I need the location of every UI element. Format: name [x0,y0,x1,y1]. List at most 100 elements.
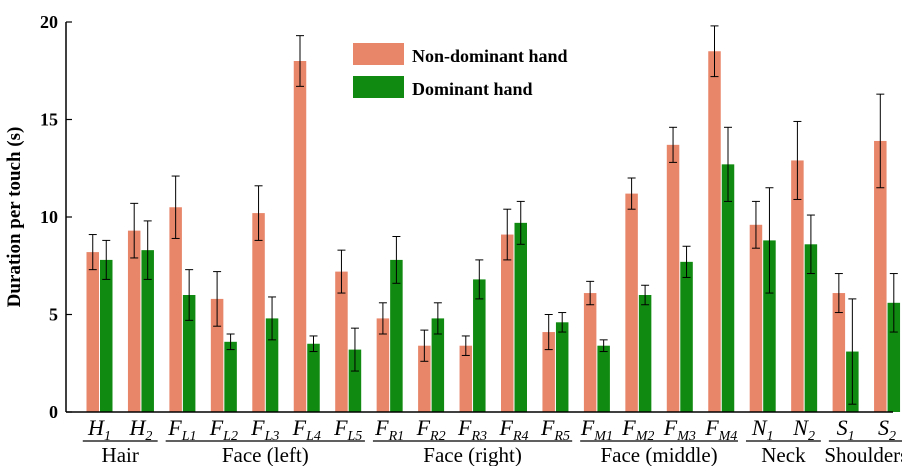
bar-dominant-2 [182,295,196,412]
category-label-16: N1 [751,415,774,444]
bar-non-dominant-15 [708,51,721,412]
bar-non-dominant-18 [832,293,846,412]
category-label-19: S2 [878,415,896,444]
y-axis-label: Duration per touch (s) [4,127,25,308]
error-bar-non-dominant-10 [503,208,512,261]
group-labels: Hair Face (left) Face (right) Face (middle)… [82,440,902,467]
bar-dominant-0 [100,259,113,412]
category-label-4: FL3 [250,415,279,444]
bar-non-dominant-3 [210,298,224,412]
error-bar-non-dominant-1 [130,202,139,259]
bar-dominant-12 [597,345,610,412]
bar-non-dominant-19 [874,140,887,412]
bar-non-dominant-1 [127,230,141,412]
category-label-3: FL2 [209,415,238,444]
category-label-15: FM4 [704,415,737,444]
group-label-3: Face (middle) [600,443,717,466]
error-bar-non-dominant-5 [296,35,304,87]
y-ticks: 0 5 10 15 20 [40,12,72,422]
error-bar-dominant-16 [765,187,774,294]
y-tick-label: 10 [40,207,58,227]
error-bar-non-dominant-11 [544,314,553,351]
bar-dominant-3 [224,341,237,412]
error-bar-non-dominant-4 [254,185,263,241]
error-bar-dominant-0 [102,239,111,280]
category-label-12: FM1 [580,415,613,444]
error-bar-dominant-1 [143,220,152,280]
error-bar-non-dominant-18 [834,273,843,314]
y-tick-label: 15 [40,110,58,130]
error-bar-dominant-19 [889,273,898,333]
bar-dominant-7 [390,259,403,412]
y-tick-label: 20 [40,12,58,32]
bar-non-dominant-6 [335,271,348,412]
legend-swatch-non-dominant [353,43,404,65]
bar-dominant-8 [431,318,445,412]
error-bar-dominant-10 [516,200,525,245]
bar-non-dominant-0 [86,252,99,412]
error-bar-dominant-17 [806,214,815,275]
error-bar-dominant-13 [641,284,650,306]
category-label-0: H1 [87,415,111,444]
bar-dominant-11 [555,322,569,412]
group-label-5: Shoulders [824,443,902,466]
bar-non-dominant-12 [583,293,597,412]
legend-swatch-dominant [353,76,404,98]
legend-label-non-dominant: Non-dominant hand [412,46,568,66]
error-bar-non-dominant-3 [213,271,222,327]
group-label-0: Hair [102,443,139,466]
bars-layer [86,51,901,412]
group-label-1: Face (left) [222,443,309,466]
error-bar-dominant-7 [392,236,401,284]
category-label-10: FR4 [498,415,528,444]
category-label-7: FR1 [374,415,404,444]
category-label-2: FL1 [167,415,196,444]
category-label-18: S1 [837,415,855,444]
error-bar-dominant-2 [185,269,194,321]
bar-dominant-14 [680,261,693,412]
y-tick-label: 5 [49,305,58,325]
bar-dominant-16 [763,240,776,412]
group-label-4: Neck [761,443,806,466]
category-label-11: FR5 [540,415,570,444]
bar-dominant-4 [265,318,279,412]
error-bar-dominant-6 [350,327,359,372]
category-label-17: N2 [792,415,815,444]
bar-dominant-1 [141,250,154,412]
legend-label-dominant: Dominant hand [412,79,533,99]
error-bar-dominant-15 [724,126,732,202]
error-bar-non-dominant-14 [669,126,678,163]
error-bar-non-dominant-12 [586,280,595,306]
bar-non-dominant-4 [252,213,265,412]
error-bar-dominant-14 [682,245,691,278]
error-bar-non-dominant-9 [461,335,470,356]
bar-non-dominant-10 [501,234,514,412]
bar-non-dominant-13 [625,193,638,412]
bar-dominant-17 [804,244,818,412]
group-label-2: Face (right) [423,443,522,466]
bar-non-dominant-9 [459,345,473,412]
bar-non-dominant-7 [376,318,390,412]
category-label-14: FM3 [663,415,696,444]
error-bar-dominant-18 [848,298,857,405]
category-label-1: H2 [129,415,153,444]
bar-non-dominant-8 [418,345,431,412]
error-bar-non-dominant-2 [171,175,180,239]
y-tick-label: 0 [49,402,58,422]
error-bar-non-dominant-19 [876,93,885,189]
error-bar-non-dominant-15 [710,25,719,78]
bar-non-dominant-2 [169,207,182,412]
bar-non-dominant-16 [749,224,763,412]
bar-dominant-13 [638,295,652,412]
error-bar-dominant-11 [558,312,567,333]
error-bar-dominant-3 [226,333,235,351]
bar-dominant-15 [721,164,735,412]
bar-non-dominant-5 [293,61,307,412]
category-labels: H1 H2 FL1 FL2 FL3 FL4 FL5 FR1 FR2 FR3 FR4 FR5 FM1 FM2… [87,415,896,444]
bar-dominant-10 [514,222,527,412]
bar-dominant-9 [473,279,486,412]
category-label-9: FR3 [457,415,487,444]
error-bar-dominant-9 [475,259,484,300]
error-bar-dominant-12 [599,339,608,353]
